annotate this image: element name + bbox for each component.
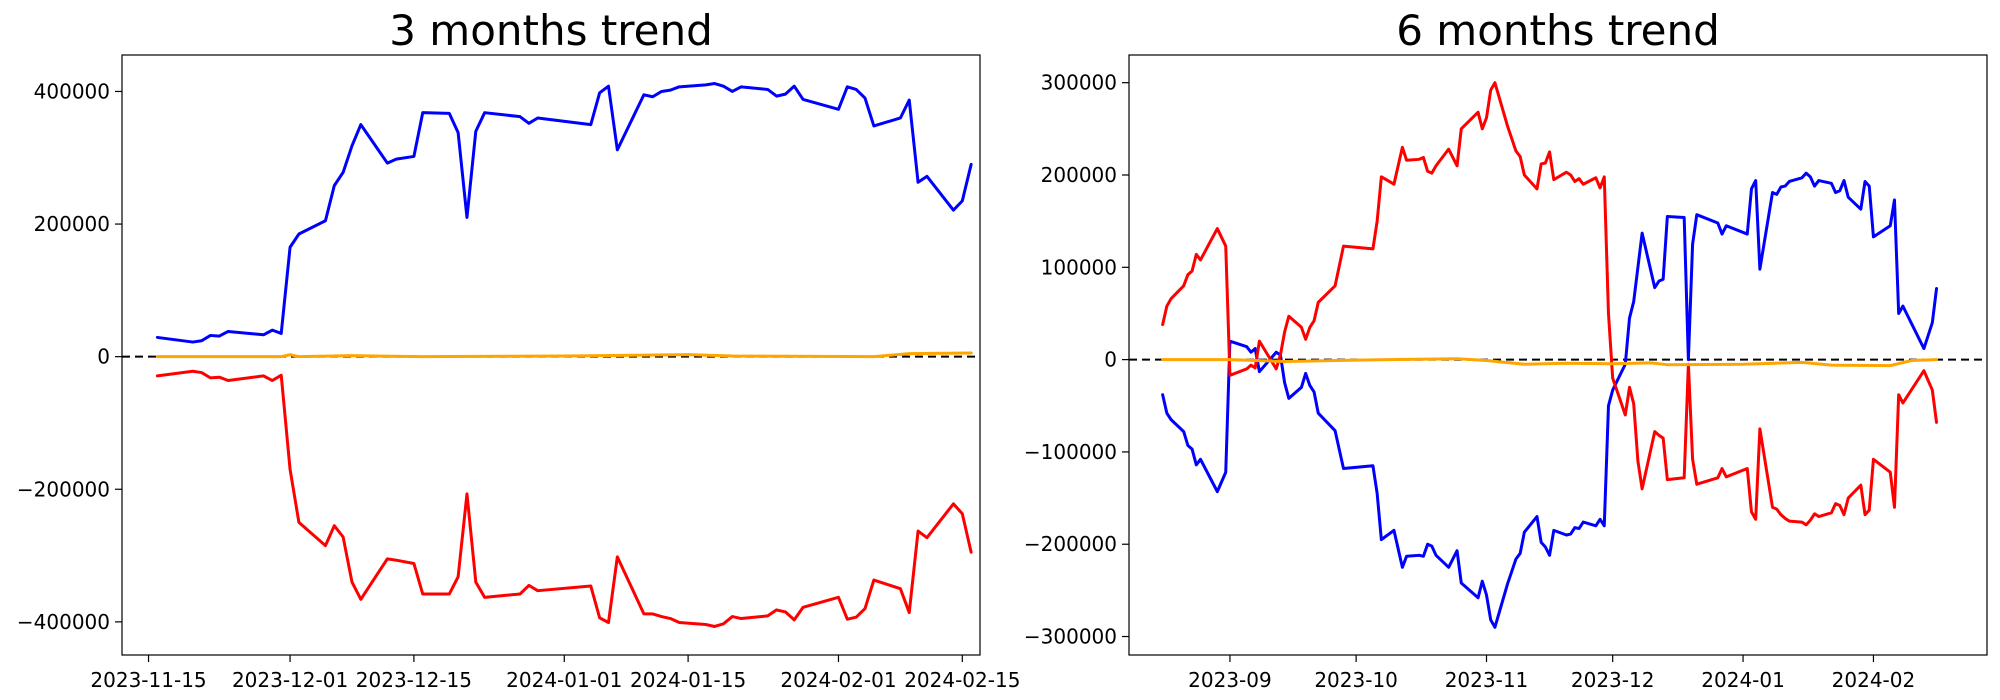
y-tick-label: −400000 <box>17 610 110 634</box>
series-group <box>155 82 973 628</box>
y-tick-label: −200000 <box>1024 532 1117 556</box>
series-line-2 <box>155 369 973 628</box>
plot-area-frame <box>1128 54 1988 656</box>
x-tick-label: 2024-02-15 <box>904 668 1020 692</box>
y-tick-label: −300000 <box>1024 625 1117 649</box>
x-tick-label: 2023-12-01 <box>232 668 348 692</box>
chart-1: 3 months trend −400000 −200000 0 200000 40000… <box>17 6 1021 692</box>
x-tick-label: 2024-02 <box>1832 668 1916 692</box>
series-line-1 <box>1161 171 1939 629</box>
plot-area-frame <box>121 54 981 656</box>
x-tick-label: 2024-02-01 <box>780 668 896 692</box>
y-tick-label: 0 <box>97 345 110 369</box>
series-line-1 <box>155 82 973 344</box>
x-tick-label: 2024-01-15 <box>630 668 746 692</box>
chart-2: 6 months trend −300000 −200000 −100000 0 1000… <box>1024 6 1988 692</box>
x-tick-label: 2024-01-01 <box>506 668 622 692</box>
chart-title: 3 months trend <box>389 6 713 55</box>
series-line-3 <box>155 351 973 359</box>
y-tick-label: 200000 <box>1041 163 1117 187</box>
x-tick-label: 2024-01 <box>1701 668 1785 692</box>
y-tick-label: 100000 <box>1041 255 1117 279</box>
series-line-3 <box>1161 357 1939 368</box>
y-tick-label: −200000 <box>17 477 110 501</box>
x-tick-label: 2023-11-15 <box>90 668 206 692</box>
series-line-2 <box>1161 81 1939 527</box>
chart-title: 6 months trend <box>1396 6 1720 55</box>
x-tick-label: 2023-12 <box>1571 668 1655 692</box>
series-group <box>1161 81 1939 629</box>
y-tick-label: 200000 <box>34 212 110 236</box>
x-tick-label: 2023-09 <box>1188 668 1272 692</box>
x-tick-label: 2023-11 <box>1445 668 1529 692</box>
y-tick-label: 300000 <box>1041 71 1117 95</box>
y-tick-label: 0 <box>1104 348 1117 372</box>
y-tick-label: −100000 <box>1024 440 1117 464</box>
x-tick-label: 2023-10 <box>1314 668 1398 692</box>
x-tick-label: 2023-12-15 <box>356 668 472 692</box>
y-tick-label: 400000 <box>34 79 110 103</box>
